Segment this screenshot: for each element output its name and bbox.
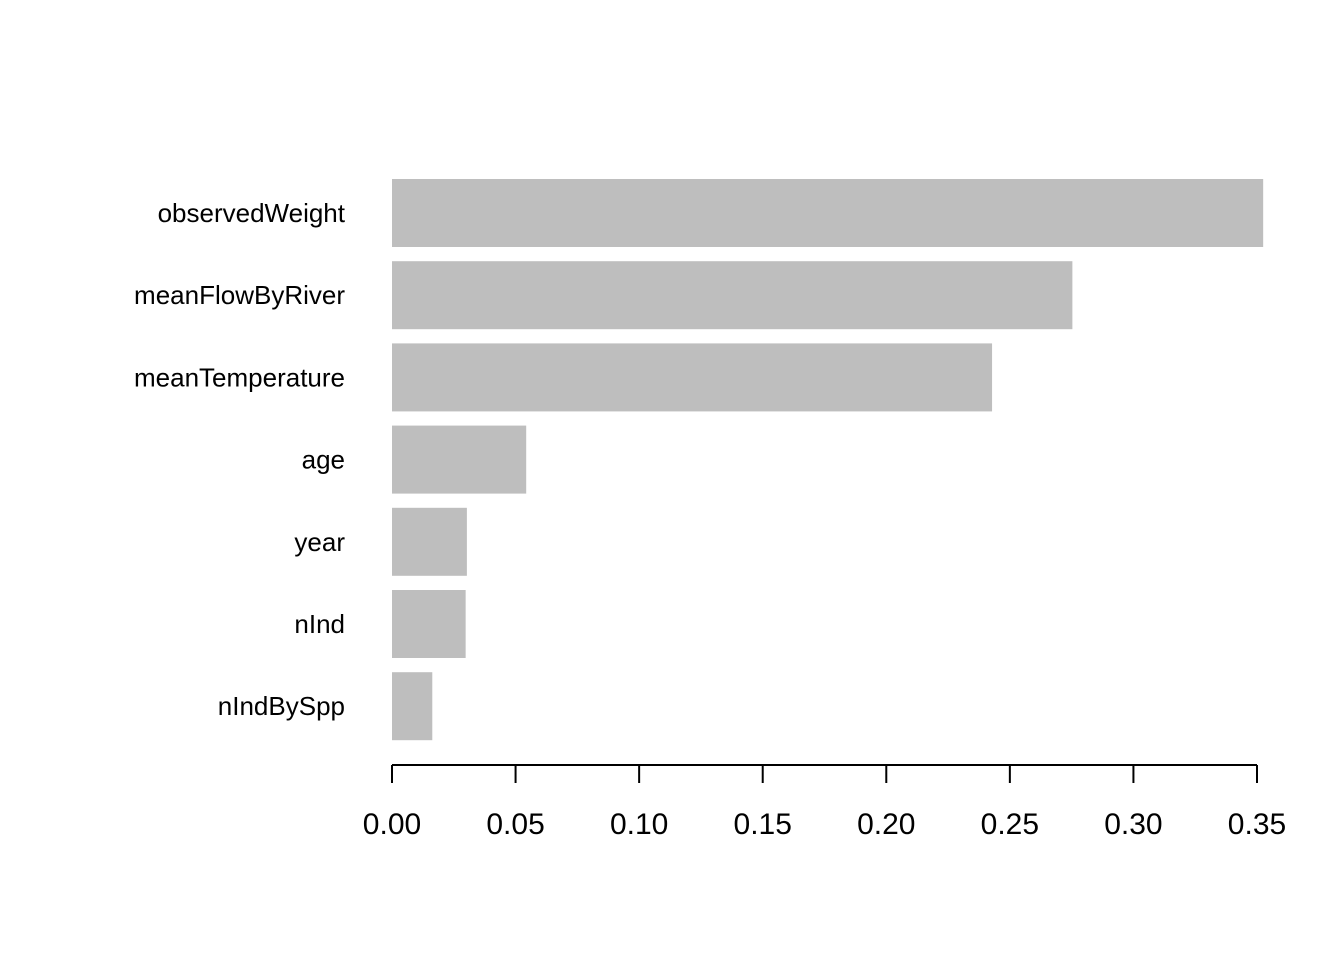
x-tick-label-0: 0.00 bbox=[363, 808, 421, 841]
bars-group bbox=[392, 179, 1264, 741]
bar-nInd bbox=[392, 590, 466, 658]
category-label-observedWeight: observedWeight bbox=[158, 198, 346, 228]
category-label-year: year bbox=[294, 527, 345, 557]
x-tick-label-6: 0.30 bbox=[1104, 808, 1162, 841]
x-tick-label-2: 0.10 bbox=[610, 808, 668, 841]
x-tick-label-5: 0.25 bbox=[981, 808, 1039, 841]
x-tick-label-4: 0.20 bbox=[857, 808, 915, 841]
x-axis: 0.00 0.05 0.10 0.15 0.20 0.25 0.30 0.35 bbox=[363, 764, 1286, 841]
x-tick-label-7: 0.35 bbox=[1228, 808, 1286, 841]
bar-year bbox=[392, 507, 467, 576]
category-label-nInd: nInd bbox=[294, 609, 345, 639]
bar-meanFlowByRiver bbox=[392, 261, 1073, 330]
category-label-age: age bbox=[302, 445, 345, 475]
category-label-meanTemperature: meanTemperature bbox=[134, 362, 345, 392]
bar-nIndBySpp bbox=[392, 672, 433, 741]
bar-meanTemperature bbox=[392, 343, 993, 412]
category-label-meanFlowByRiver: meanFlowByRiver bbox=[134, 280, 345, 310]
x-tick-label-3: 0.15 bbox=[734, 808, 792, 841]
bar-observedWeight bbox=[392, 179, 1264, 247]
bar-age bbox=[392, 425, 527, 494]
category-label-nIndBySpp: nIndBySpp bbox=[218, 691, 345, 721]
x-tick-label-1: 0.05 bbox=[486, 808, 544, 841]
category-labels-group: observedWeight meanFlowByRiver meanTempera… bbox=[134, 198, 346, 721]
